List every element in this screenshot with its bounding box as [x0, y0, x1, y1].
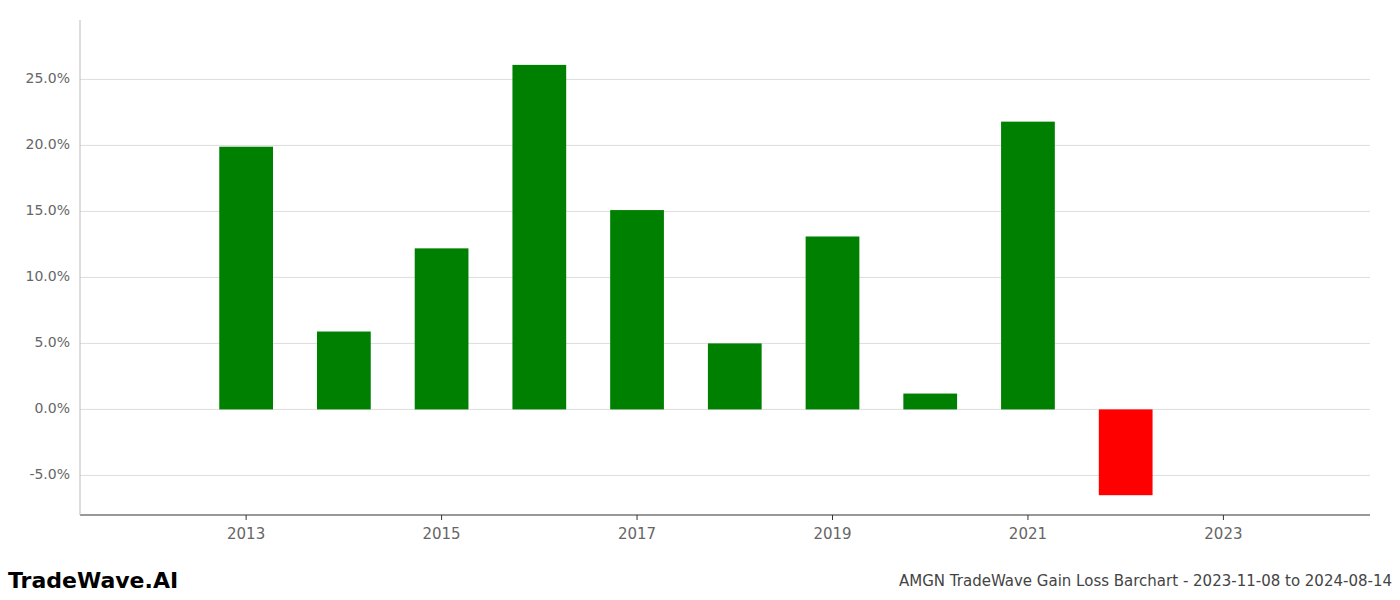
- bar: [219, 147, 273, 410]
- x-tick: [1027, 515, 1028, 520]
- x-tick-label: 2017: [618, 525, 656, 543]
- bars: [219, 65, 1152, 495]
- y-tick-label: -5.0%: [29, 466, 70, 482]
- x-tick-label: 2023: [1204, 525, 1242, 543]
- bar: [415, 248, 469, 409]
- grid-line: [80, 145, 1370, 146]
- x-tick-label: 2019: [813, 525, 851, 543]
- bar: [1099, 409, 1153, 495]
- x-tick-label: 2021: [1009, 525, 1047, 543]
- y-tick-label: 25.0%: [26, 70, 70, 86]
- title: AMGN TradeWave Gain Loss Barchart - 2023…: [899, 572, 1392, 590]
- bar: [806, 236, 860, 409]
- x-ticks: 2013 2015 2017 2019 2021 2023: [227, 515, 1242, 543]
- x-tick: [441, 515, 442, 520]
- x-tick: [637, 515, 638, 520]
- x-axis-line: [80, 514, 1370, 515]
- grid-line: [80, 277, 1370, 278]
- x-tick-label: 2015: [422, 525, 460, 543]
- watermark: TradeWave.AI: [8, 568, 178, 593]
- y-grid: [80, 79, 1370, 475]
- x-tick: [246, 515, 247, 520]
- grid-line: [80, 475, 1370, 476]
- bar: [610, 210, 664, 409]
- y-tick-label: 0.0%: [34, 400, 70, 416]
- grid-line: [80, 79, 1370, 80]
- axes: [80, 20, 1370, 515]
- x-tick: [832, 515, 833, 520]
- x-tick-label: 2013: [227, 525, 265, 543]
- x-tick: [1223, 515, 1224, 520]
- y-tick-labels: -5.0% 0.0% 5.0% 10.0% 15.0% 20.0% 25.0%: [26, 70, 70, 482]
- bar: [903, 394, 957, 410]
- background: [0, 0, 1400, 600]
- bar: [317, 332, 371, 410]
- bar: [512, 65, 566, 410]
- y-tick-label: 15.0%: [26, 202, 70, 218]
- chart-container: -5.0%0.0%5.0%10.0%15.0%20.0%25.0%2013201…: [0, 0, 1400, 600]
- y-tick-label: 10.0%: [26, 268, 70, 284]
- bar: [1001, 122, 1055, 410]
- y-tick-label: 20.0%: [26, 136, 70, 152]
- grid-line: [80, 211, 1370, 212]
- y-axis-line: [80, 20, 81, 515]
- chart: -5.0%0.0%5.0%10.0%15.0%20.0%25.0%2013201…: [0, 0, 1400, 600]
- y-tick-label: 5.0%: [34, 334, 70, 350]
- bar: [708, 343, 762, 409]
